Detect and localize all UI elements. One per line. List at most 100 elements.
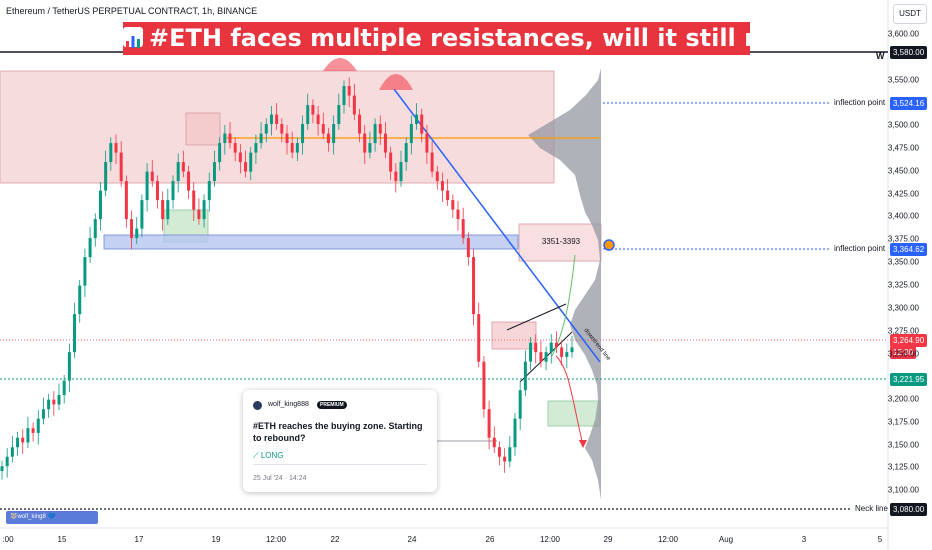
time-tick: 24 (407, 535, 417, 544)
candle-body (529, 342, 533, 362)
candle-body (10, 447, 14, 457)
candle-body (554, 342, 558, 348)
candle-body (285, 133, 289, 144)
inflection-price-tag-1: 3,524.16 (890, 97, 928, 110)
candle-body (560, 347, 564, 357)
green-level-price-tag: 3,221.95 (890, 373, 928, 386)
candle-body (202, 200, 206, 220)
candle-body (456, 209, 460, 220)
candle-body (409, 124, 413, 144)
candle-body (21, 437, 25, 443)
candle-body (104, 162, 108, 191)
candle-body (363, 133, 367, 153)
candle-body (497, 447, 501, 457)
candle-body (212, 162, 216, 182)
candle-body (404, 143, 408, 163)
candle-body (446, 190, 450, 201)
time-tick: 22 (330, 535, 340, 544)
candle-body (383, 133, 387, 153)
candle-body (41, 409, 45, 419)
projection-down-arrowhead (579, 440, 587, 448)
candle-body (311, 105, 315, 115)
candle-body (394, 171, 398, 182)
idea-card[interactable]: wolf_king888 PREMIUM #ETH reaches the bu… (243, 390, 437, 492)
candle-body (342, 86, 346, 106)
candle-body (389, 152, 393, 172)
candle-body (36, 418, 40, 433)
candle-body (119, 152, 123, 182)
candle-body (26, 428, 30, 443)
inflection-label-2: inflection point (832, 244, 888, 253)
candle-body (534, 342, 538, 353)
time-tick: 19 (211, 535, 221, 544)
price-tick: 3,250.00 (887, 349, 919, 359)
candle-body (52, 399, 56, 405)
candle-body (228, 133, 232, 144)
idea-direction: ⟋ LONG (253, 451, 284, 460)
avatar (253, 401, 262, 410)
candle-body (301, 124, 305, 144)
price-tick: 3,475.00 (887, 143, 919, 153)
candle-body (440, 181, 444, 191)
candle-body (280, 124, 284, 134)
candle-body (171, 181, 175, 201)
candle-body (275, 114, 279, 125)
candle-body (181, 162, 185, 172)
time-tick: 15 (57, 535, 67, 544)
neck-price-tag: 3,080.00 (890, 503, 928, 516)
idea-title[interactable]: #ETH reaches the buying zone. Starting t… (253, 421, 423, 443)
candle-body (518, 390, 522, 419)
candle-body (254, 143, 258, 153)
candle-body (523, 361, 527, 391)
candle-body (244, 162, 248, 172)
time-tick: 5 (877, 535, 883, 544)
inflection-price-tag-2: 3,364.62 (890, 243, 928, 256)
candle-body (98, 190, 102, 220)
double-top-arc-1 (323, 58, 357, 71)
candle-body (570, 347, 574, 353)
candle-body (347, 86, 351, 96)
blue-support-zone (103, 234, 519, 250)
price-tick: 3,125.00 (887, 462, 919, 472)
candle-body (295, 143, 299, 153)
candles (0, 77, 574, 480)
bar-chart-icon (123, 27, 143, 48)
w-label: W (876, 51, 885, 61)
price-tick: 3,500.00 (887, 120, 919, 130)
candle-body (482, 361, 486, 410)
candle-body (415, 114, 419, 125)
candle-body (249, 152, 253, 172)
candle-body (368, 143, 372, 153)
candle-body (332, 124, 336, 144)
candle-body (140, 200, 144, 229)
red-box-upper (185, 112, 221, 146)
projection-down-arrow (555, 355, 584, 446)
candle-body (539, 352, 543, 362)
candle-body (31, 428, 35, 433)
time-tick: 17 (134, 535, 144, 544)
currency-selector[interactable]: USDT (893, 4, 927, 24)
candle-body (130, 219, 134, 239)
candle-body (487, 409, 491, 438)
time-tick: 29 (603, 535, 613, 544)
zone-label: 3351-3393 (542, 237, 581, 246)
candle-body (62, 380, 66, 395)
candle-body (358, 114, 362, 134)
price-tick: 3,175.00 (887, 417, 919, 427)
candle-body (477, 314, 481, 362)
candle-body (161, 200, 165, 220)
neck-line-label: Neck line (853, 504, 890, 513)
candle-body (135, 228, 139, 239)
candle-body (176, 162, 180, 182)
time-tick: 12:00 (657, 535, 679, 544)
candle-body (544, 352, 548, 362)
candle-body (67, 352, 71, 381)
candle-body (306, 105, 310, 125)
price-tick: 3,450.00 (887, 166, 919, 176)
candle-body (352, 95, 356, 115)
inflection-marker (603, 239, 615, 251)
candle-body (508, 447, 512, 462)
candle-body (451, 200, 455, 210)
candle-body (316, 114, 320, 125)
